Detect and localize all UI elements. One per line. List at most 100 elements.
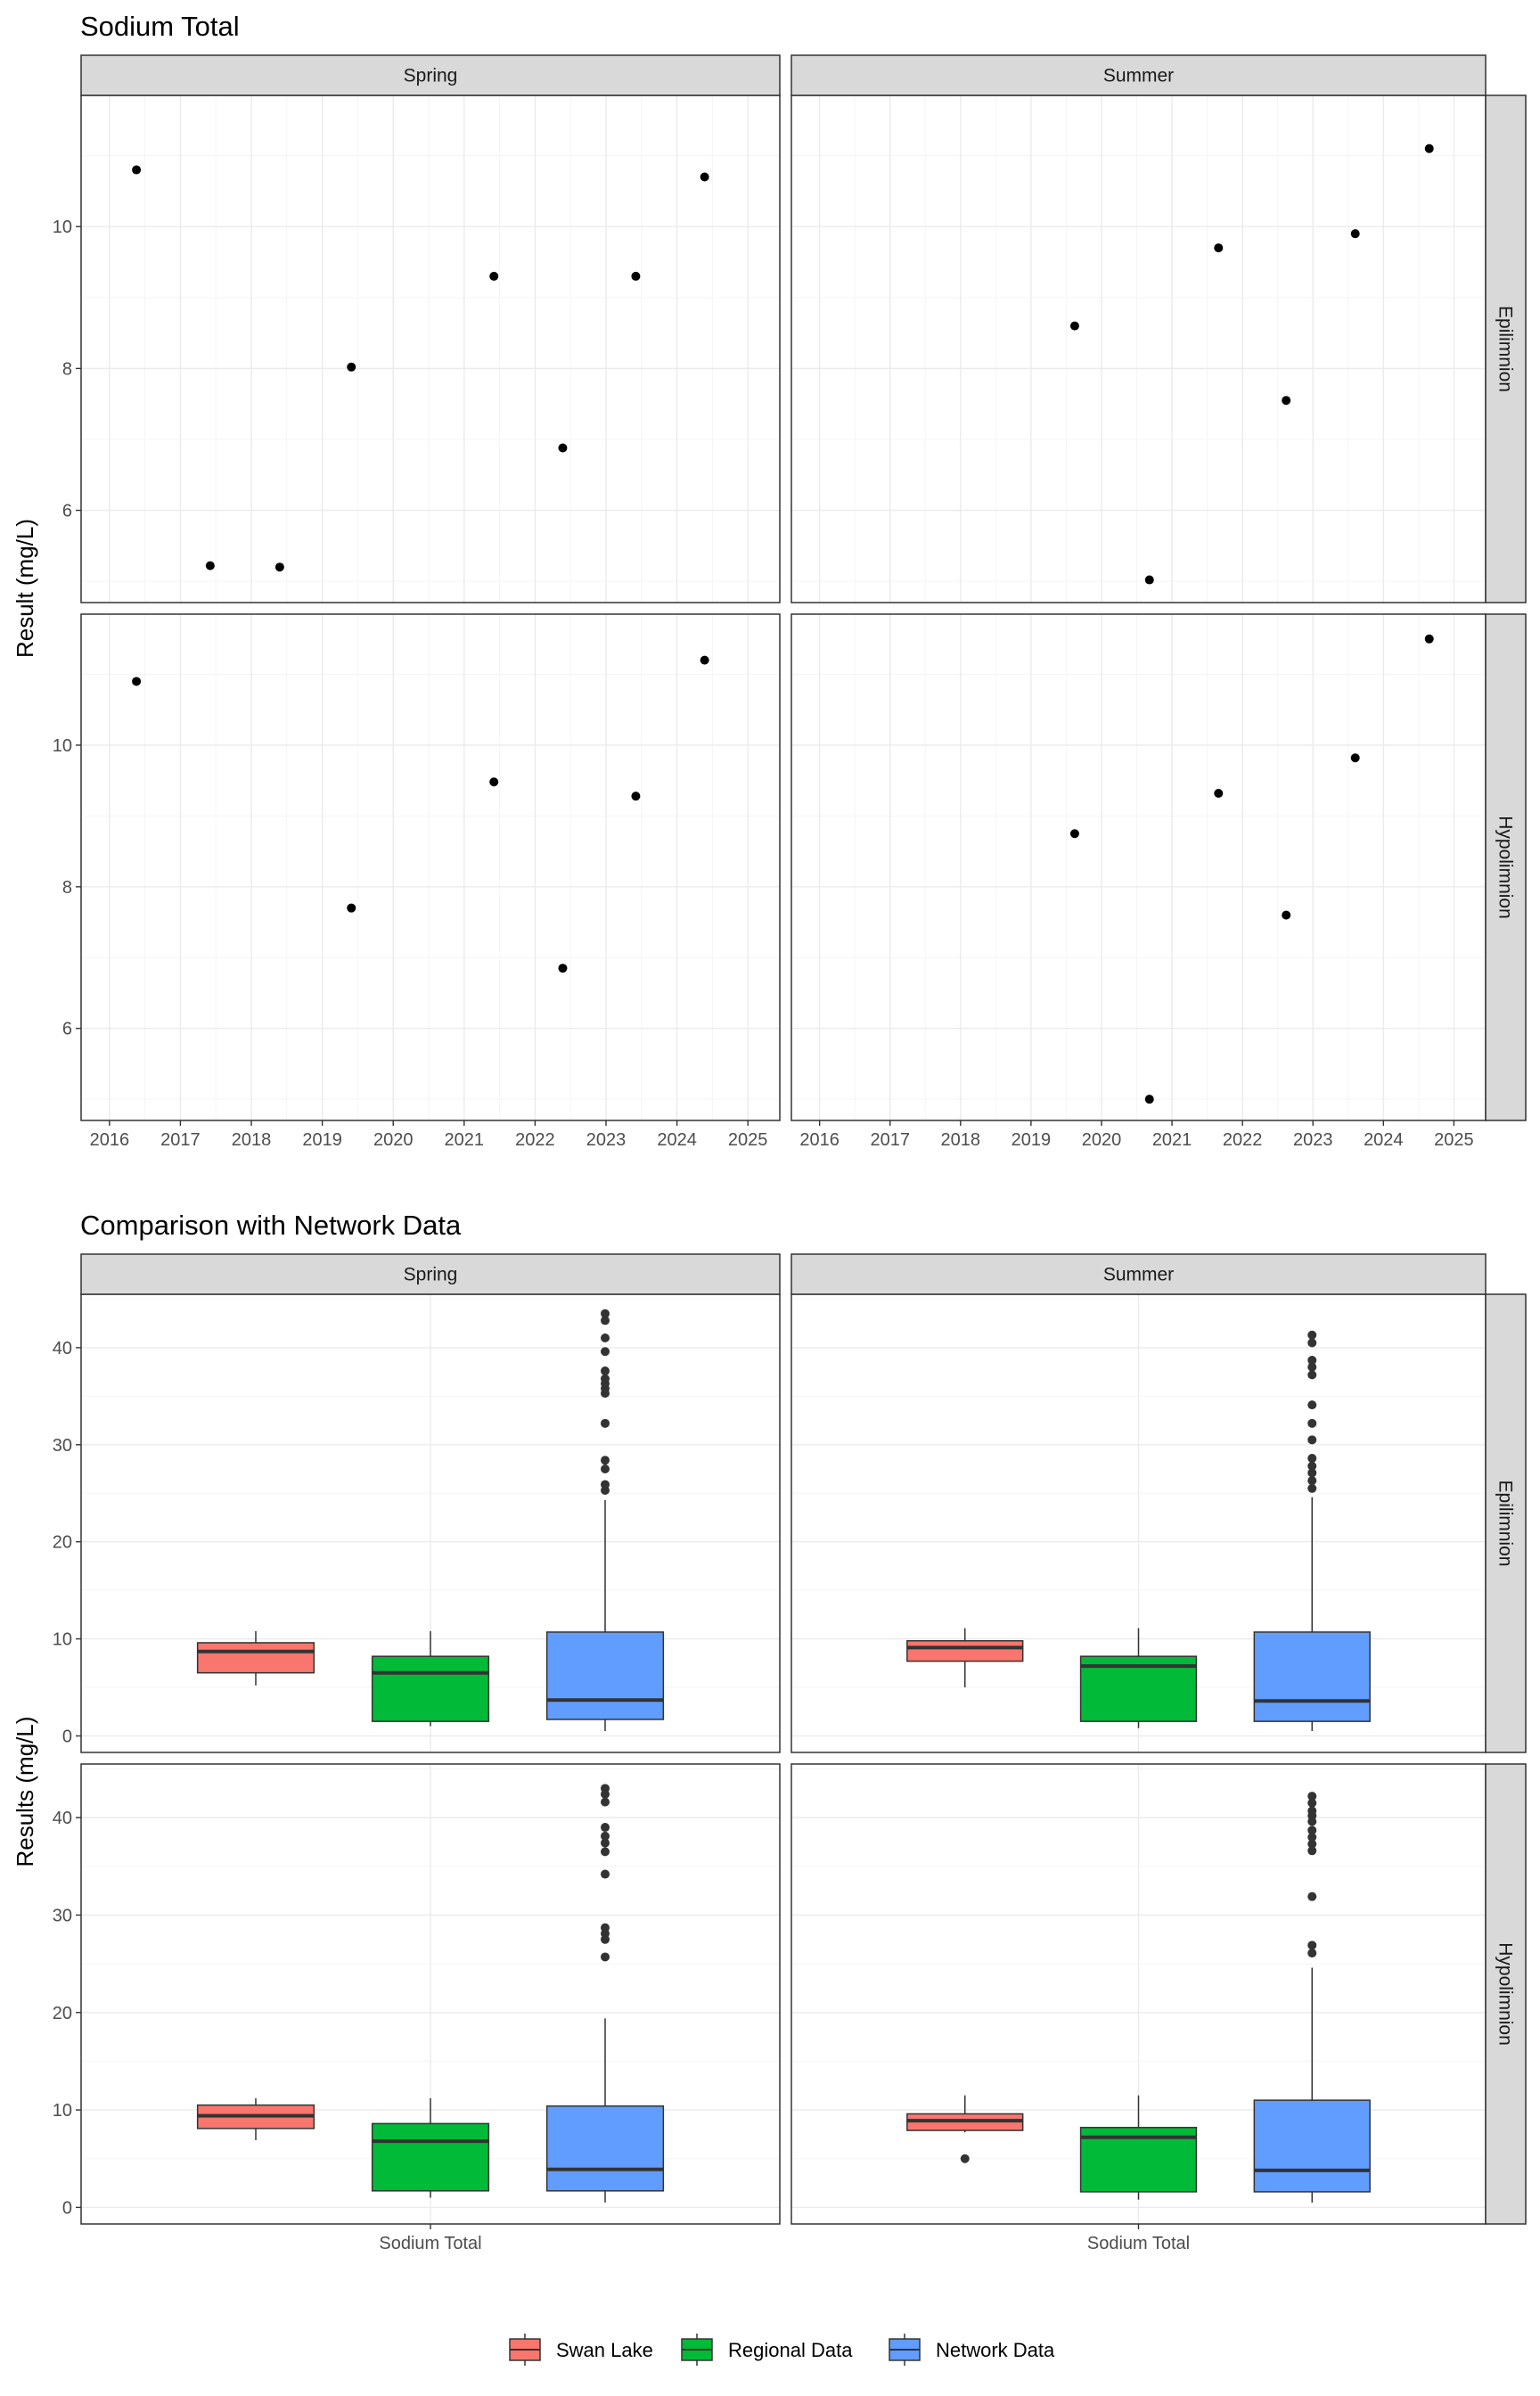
outlier-point [601,1823,610,1833]
x-tick-label: Sodium Total [379,2234,481,2253]
box-body [545,2105,665,2192]
y-tick-label: 20 [53,2004,72,2023]
outlier-point [1307,1370,1317,1380]
data-point [631,792,641,801]
outlier-point [1307,1792,1317,1801]
outlier-point [1307,1330,1317,1340]
legend-label: Regional Data [728,2339,853,2361]
box-regional-data [371,2097,490,2198]
outlier-point [601,1456,610,1465]
box-swan-lake [906,2095,1024,2163]
box-regional-data [1079,1628,1198,1728]
y-tick-label: 40 [53,1809,72,1828]
data-point [1144,575,1154,585]
x-tick-label: 2018 [941,1130,981,1150]
y-tick-label: 6 [62,1020,72,1039]
box-body [545,1631,665,1720]
box-strip-spring [80,1253,781,1295]
outlier-point [1307,1839,1317,1849]
data-point [489,777,499,787]
y-tick-label: 8 [62,359,72,379]
data-point [558,443,568,453]
scatter-panel-epilimnion-spring: 6 8 10 [53,94,781,603]
x-tick-label: 2024 [657,1130,697,1150]
data-point [1350,229,1360,239]
outlier-point [601,1831,610,1841]
data-point [558,964,568,973]
outlier-point [1307,1846,1317,1856]
y-tick-label: 40 [53,1339,72,1358]
scatter-panel-epilimnion-summer [790,94,1487,603]
outlier-point [1307,1806,1317,1816]
x-tick-label: 2019 [302,1130,342,1150]
scatter-strip-summer [790,54,1487,96]
outlier-point [1307,1949,1317,1958]
outlier-point [1307,1468,1317,1478]
data-point [274,562,284,572]
outlier-point [1307,1461,1317,1471]
outlier-point [601,1480,610,1489]
panel-background [81,95,780,603]
legend-key-swan-lake [509,2334,541,2366]
y-tick-label: 10 [53,1630,72,1650]
x-tick-label: 2025 [728,1130,768,1150]
y-tick-label: 8 [62,878,72,898]
box-strip-hypolimnion [1485,1763,1527,2225]
outlier-point [1307,1362,1317,1372]
y-tick-label: 6 [62,502,72,521]
box-strip-label-summer: Summer [1103,1265,1174,1285]
outlier-point [601,1797,610,1807]
box-network-data [545,1784,665,2203]
scatter-strip-label-hypolimnion: Hypolimnion [1495,816,1516,919]
box-panel-epilimnion-summer [790,1293,1487,1753]
panel-border [80,613,781,1121]
data-point [1069,321,1079,331]
legend: Swan Lake Regional Data Network Data [509,2334,1055,2366]
data-point [1144,1095,1154,1104]
outlier-point [1307,1435,1317,1445]
x-tick-label: 2025 [1434,1130,1474,1150]
scatter-y-axis-label: Result (mg/L) [12,519,38,658]
outlier-point [601,1333,610,1343]
data-point [1424,634,1434,644]
box-y-axis-label: Results (mg/L) [12,1716,38,1867]
scatter-strip-epilimnion [1485,94,1527,603]
outlier-point [601,1869,610,1879]
data-point [700,172,709,182]
box-network-data [1253,1792,1371,2203]
box-strip-summer [790,1253,1487,1295]
outlier-point [601,1784,610,1793]
outlier-point [1307,1356,1317,1366]
box-strip-label-hypolimnion: Hypolimnion [1495,1942,1516,2046]
panel-background [791,95,1486,603]
x-tick-label: 2017 [870,1130,910,1150]
panel-background [81,614,780,1120]
scatter-strip-label-spring: Spring [404,66,458,86]
outlier-point [1307,1826,1317,1835]
data-point [1214,788,1224,798]
legend-key-network-data [889,2334,921,2366]
y-tick-label: 30 [53,1436,72,1456]
y-tick-label: 30 [53,1906,72,1925]
outlier-point [601,1465,610,1474]
legend-label: Swan Lake [556,2339,653,2361]
scatter-panel-hypolimnion-summer: 2016 2017 2018 2019 2020 2021 2022 2023 2024 2025 [790,613,1487,1150]
x-tick-label: 2023 [1293,1130,1333,1150]
x-tick-label: 2016 [90,1130,130,1150]
box-body [371,1655,490,1722]
data-point [132,677,142,686]
scatter-strip-spring [80,54,781,96]
outlier-point [601,1838,610,1848]
box-strip-epilimnion [1485,1293,1527,1753]
box-panel-hypolimnion-summer: Sodium Total [790,1763,1487,2253]
outlier-point [601,1309,610,1318]
outlier-point [1307,1400,1317,1410]
y-tick-label: 0 [62,2198,72,2218]
outlier-point [1307,1483,1317,1493]
x-tick-label: 2021 [1152,1130,1192,1150]
data-point [631,271,641,281]
data-point [1424,144,1434,153]
outlier-point [1307,1832,1317,1842]
outlier-point [601,1952,610,1962]
